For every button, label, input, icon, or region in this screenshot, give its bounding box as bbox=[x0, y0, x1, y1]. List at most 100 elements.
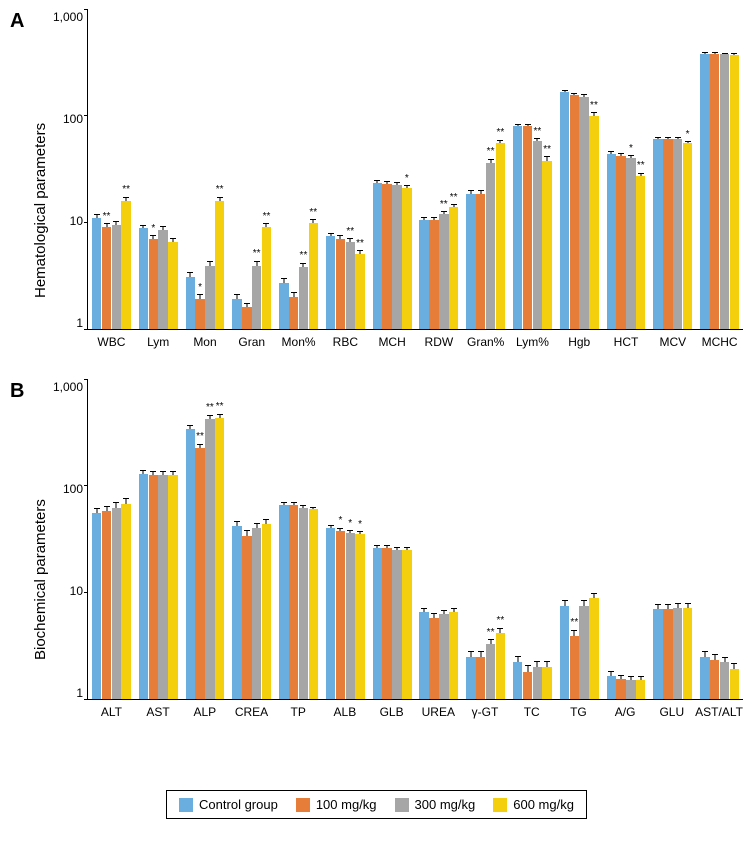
bar-group: **** bbox=[232, 227, 271, 329]
bar-group bbox=[279, 505, 318, 699]
legend-label: 600 mg/kg bbox=[513, 797, 574, 812]
bar-group bbox=[513, 662, 552, 699]
bar bbox=[589, 598, 598, 699]
bar bbox=[496, 633, 505, 699]
bar bbox=[589, 116, 598, 329]
bar bbox=[653, 139, 662, 329]
significance-marker: ** bbox=[206, 403, 214, 413]
bar bbox=[673, 139, 682, 329]
panel-label: A bbox=[10, 10, 24, 33]
bar-group bbox=[700, 54, 739, 329]
significance-marker: * bbox=[198, 283, 202, 293]
bar bbox=[336, 531, 345, 700]
bar bbox=[289, 505, 298, 699]
bar bbox=[158, 475, 167, 699]
bar-group bbox=[700, 657, 739, 699]
bar bbox=[419, 220, 428, 329]
bar bbox=[392, 185, 401, 329]
y-tick-label: 1 bbox=[76, 686, 83, 700]
significance-marker: ** bbox=[450, 193, 458, 203]
bar bbox=[336, 239, 345, 329]
bar bbox=[449, 612, 458, 699]
bar-group: **** bbox=[92, 201, 131, 329]
bar bbox=[636, 680, 645, 699]
bar-group: **** bbox=[326, 236, 365, 329]
x-tick-label: Gran bbox=[228, 329, 275, 369]
significance-marker: * bbox=[151, 224, 155, 234]
bar bbox=[279, 283, 288, 329]
bar bbox=[299, 508, 308, 699]
legend-swatch bbox=[179, 798, 193, 812]
bar bbox=[720, 54, 729, 329]
bar bbox=[373, 548, 382, 699]
bar bbox=[700, 54, 709, 329]
bar bbox=[186, 429, 195, 699]
bar bbox=[439, 614, 448, 699]
bar bbox=[149, 475, 158, 699]
bar bbox=[683, 608, 692, 699]
x-tick-label: ALB bbox=[322, 699, 369, 739]
bar bbox=[326, 528, 335, 699]
bar bbox=[730, 669, 739, 699]
x-tick-label: ALP bbox=[181, 699, 228, 739]
bar bbox=[279, 505, 288, 699]
bar-group: ****** bbox=[185, 418, 224, 699]
bar bbox=[92, 218, 101, 329]
significance-marker: ** bbox=[103, 212, 111, 222]
y-tick-label: 10 bbox=[70, 584, 83, 598]
significance-marker: * bbox=[686, 130, 690, 140]
bar bbox=[710, 54, 719, 329]
bar bbox=[205, 419, 214, 699]
legend-item: Control group bbox=[179, 797, 278, 812]
bar bbox=[382, 184, 391, 329]
bar bbox=[496, 143, 505, 329]
y-axis-label: Hematological parameters bbox=[28, 10, 53, 370]
bar bbox=[195, 299, 204, 329]
legend-item: 100 mg/kg bbox=[296, 797, 377, 812]
bar-group: ** bbox=[560, 598, 599, 699]
bar-group bbox=[232, 524, 271, 699]
bar bbox=[402, 188, 411, 329]
bar bbox=[673, 608, 682, 699]
bar bbox=[542, 667, 551, 699]
bar bbox=[299, 267, 308, 329]
x-tick-label: Lym bbox=[135, 329, 182, 369]
bar bbox=[262, 524, 271, 699]
bar-group bbox=[372, 548, 411, 699]
plot-area: ***************************************W… bbox=[87, 10, 743, 330]
x-tick-label: MCH bbox=[369, 329, 416, 369]
bar bbox=[205, 266, 214, 329]
bar bbox=[560, 606, 569, 699]
bar bbox=[102, 227, 111, 329]
y-tick-label: 1,000 bbox=[53, 10, 83, 24]
x-tick-label: TP bbox=[275, 699, 322, 739]
significance-marker: * bbox=[358, 520, 362, 530]
bar-group bbox=[653, 608, 692, 699]
bar bbox=[476, 194, 485, 329]
legend-swatch bbox=[395, 798, 409, 812]
bar bbox=[168, 475, 177, 699]
bar-group bbox=[606, 676, 645, 699]
x-tick-label: GLB bbox=[368, 699, 415, 739]
x-tick-label: AST/ALT bbox=[695, 699, 743, 739]
x-tick-label: γ-GT bbox=[462, 699, 509, 739]
bar bbox=[626, 158, 635, 329]
bar bbox=[683, 143, 692, 329]
bar bbox=[168, 242, 177, 329]
significance-marker: * bbox=[405, 174, 409, 184]
bar bbox=[533, 141, 542, 329]
bar bbox=[616, 679, 625, 699]
bar bbox=[486, 644, 495, 699]
bar bbox=[242, 307, 251, 329]
panel-B: BBiochemical parameters1,000100101******… bbox=[10, 380, 743, 740]
y-axis-ticks: 1,000100101 bbox=[53, 10, 87, 370]
bar bbox=[355, 254, 364, 329]
legend-label: 100 mg/kg bbox=[316, 797, 377, 812]
bar bbox=[560, 92, 569, 329]
bar bbox=[402, 550, 411, 699]
significance-marker: ** bbox=[496, 616, 504, 626]
bar bbox=[429, 618, 438, 699]
bar bbox=[112, 225, 121, 329]
panel-A: AHematological parameters1,000100101****… bbox=[10, 10, 743, 370]
x-tick-label: Lym% bbox=[509, 329, 556, 369]
